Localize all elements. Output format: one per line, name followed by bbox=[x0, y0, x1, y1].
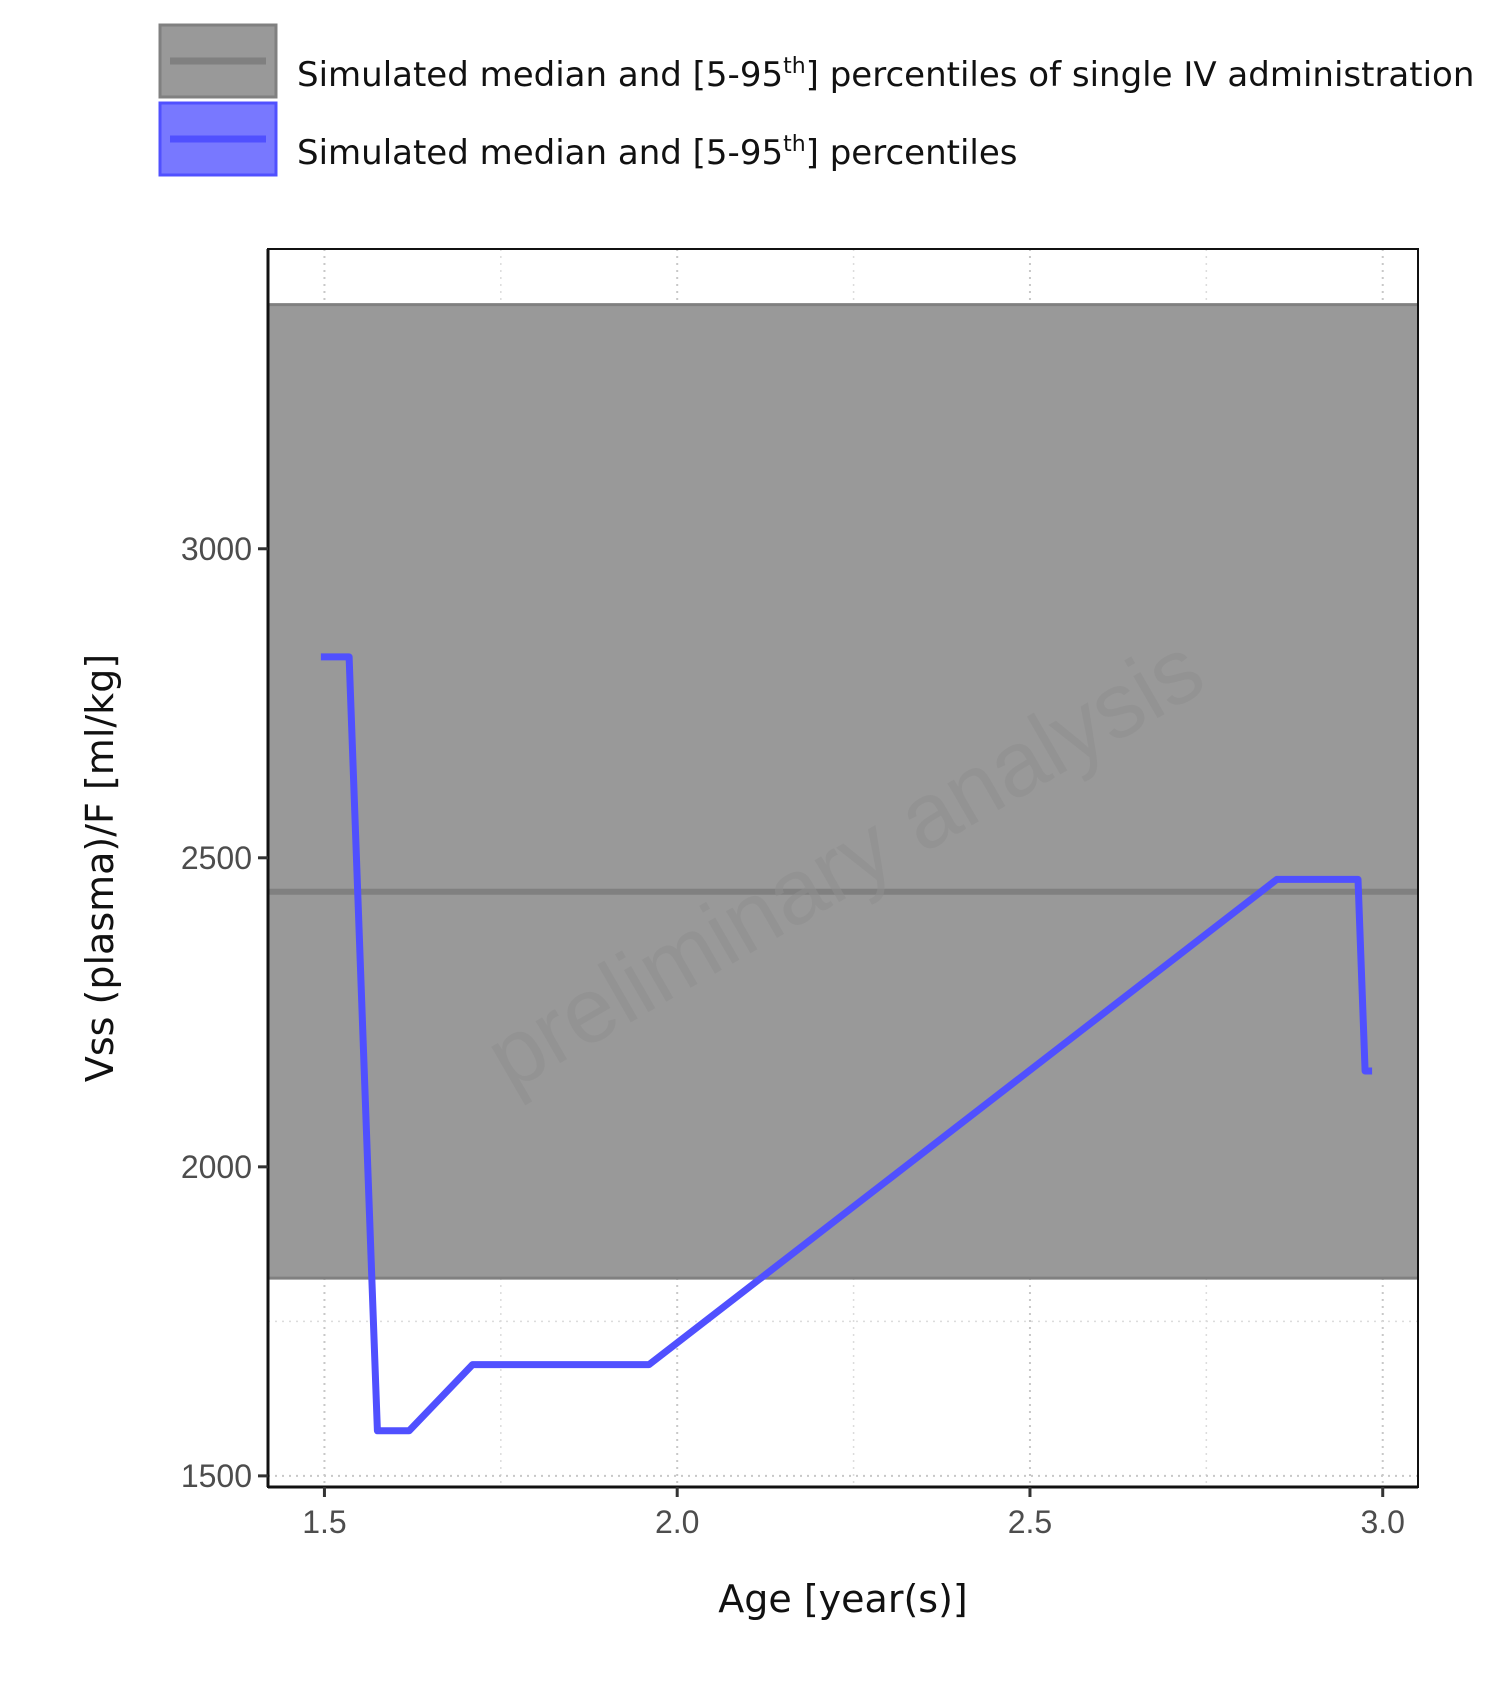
iv-band bbox=[268, 303, 1418, 1280]
legend-item-main: Simulated median and [5-95th] percentile… bbox=[158, 101, 1017, 177]
x-tick-label: 3.0 bbox=[1360, 1504, 1404, 1540]
legend-label-iv: Simulated median and [5-95th] percentile… bbox=[297, 54, 1474, 95]
x-axis-title: Age [year(s)] bbox=[718, 1577, 967, 1621]
x-tick-label: 2.0 bbox=[655, 1504, 699, 1540]
y-tick-label: 1500 bbox=[181, 1458, 252, 1494]
y-tick-label: 3000 bbox=[181, 531, 252, 567]
axis-ticks: 1500 2000 2500 3000 1.5 2.0 2.5 3.0 bbox=[181, 531, 1405, 1540]
iv-band-area bbox=[268, 304, 1418, 1279]
y-axis-title: Vss (plasma)/F [ml/kg] bbox=[78, 654, 122, 1082]
median-line bbox=[320, 653, 1373, 1435]
y-tick-label: 2000 bbox=[181, 1149, 252, 1185]
x-tick-label: 1.5 bbox=[302, 1504, 346, 1540]
legend-item-iv: Simulated median and [5-95th] percentile… bbox=[158, 23, 1474, 99]
series-lines bbox=[320, 653, 1373, 1435]
x-tick-label: 2.5 bbox=[1008, 1504, 1052, 1540]
legend-label-main: Simulated median and [5-95th] percentile… bbox=[297, 132, 1017, 173]
legend: Simulated median and [5-95th] percentile… bbox=[158, 23, 1474, 177]
y-tick-label: 2500 bbox=[181, 840, 252, 876]
